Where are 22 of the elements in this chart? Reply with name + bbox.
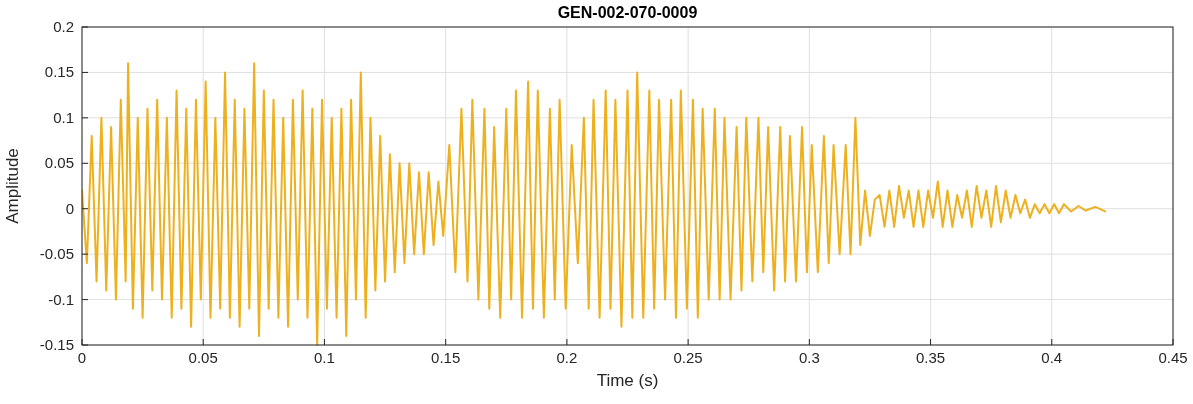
x-tick-label: 0.3 [798,349,820,366]
x-tick-label: 0.35 [915,349,946,366]
x-tick-label: 0.25 [673,349,703,366]
x-axis-title: Time (s) [596,371,659,390]
y-tick-label: 0 [65,199,74,217]
y-tick-label: -0.05 [39,245,74,263]
y-tick-label: 0.2 [53,18,74,35]
x-tick-label: 0.45 [1158,349,1188,366]
y-tick-label: 0.1 [53,108,74,126]
y-tick-label: -0.1 [48,290,74,308]
y-tick-label: 0.05 [44,154,74,172]
x-tick-label: 0 [77,349,87,366]
y-axis-title: Amplitude [3,148,22,224]
y-tick-label: 0.15 [44,63,74,81]
x-tick-label: 0.2 [556,349,578,366]
x-tick-label: 0.15 [431,349,461,366]
chart-title: GEN-002-070-0009 [557,4,698,21]
x-tick-label: 0.4 [1041,349,1063,366]
y-tick-label: -0.15 [39,336,74,353]
line-series [82,62,1107,346]
x-tick-label: 0.05 [188,349,218,366]
x-tick-label: 0.1 [314,349,335,366]
